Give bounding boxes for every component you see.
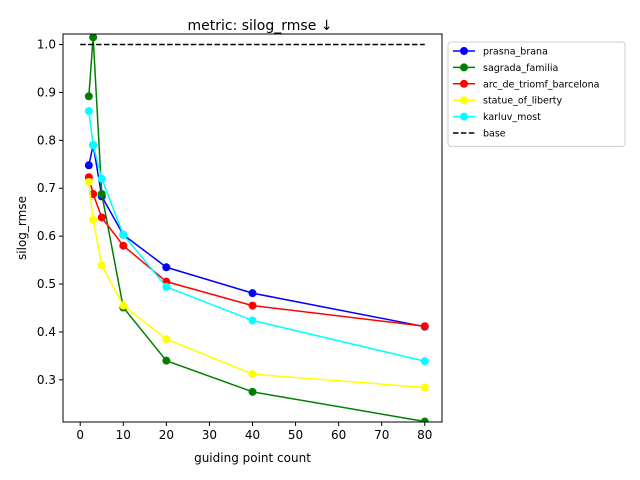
legend: prasna_brana sagrada_familia arc_de_triomf… — [447, 41, 626, 147]
data-point — [97, 261, 106, 270]
data-point — [248, 289, 257, 298]
data-point — [420, 417, 429, 422]
legend-item: sagrada_familia — [453, 63, 558, 74]
data-point — [89, 34, 98, 42]
data-point — [84, 161, 93, 170]
legend-marker — [460, 96, 468, 105]
legend-label: statue_of_liberty — [483, 96, 563, 107]
data-point — [119, 230, 128, 239]
data-point — [97, 213, 106, 222]
x-tick-label: 50 — [288, 428, 303, 442]
data-point — [119, 301, 128, 310]
y-tick-label: 0.3 — [37, 373, 56, 387]
data-point — [162, 356, 171, 365]
data-point — [97, 174, 106, 183]
legend-marker — [460, 63, 468, 72]
x-tick-label: 30 — [202, 428, 217, 442]
y-tick-label: 0.6 — [37, 229, 56, 243]
legend-item: base — [453, 129, 506, 140]
series-prasna_brana — [84, 141, 429, 331]
x-tick-label: 10 — [116, 428, 131, 442]
data-point — [119, 241, 128, 250]
y-tick-label: 0.5 — [37, 277, 56, 291]
data-point — [248, 370, 257, 379]
legend-label: karluv_most — [483, 112, 541, 123]
data-point — [248, 387, 257, 396]
x-tick-label: 80 — [417, 428, 432, 442]
y-axis-label: silog_rmse — [15, 196, 29, 260]
chart-title: metric: silog_rmse ↓ — [187, 18, 332, 34]
legend-item: arc_de_triomf_barcelona — [453, 79, 599, 90]
legend-item: prasna_brana — [453, 47, 548, 58]
legend-label: arc_de_triomf_barcelona — [483, 79, 599, 90]
legend-label: prasna_brana — [483, 47, 548, 58]
data-point — [84, 178, 93, 187]
data-point — [89, 141, 98, 150]
y-tick-label: 0.4 — [37, 325, 56, 339]
data-point — [162, 263, 171, 272]
y-tick-label: 0.9 — [37, 85, 56, 99]
x-tick-label: 20 — [159, 428, 174, 442]
legend-item: statue_of_liberty — [453, 96, 563, 107]
series-layer — [80, 34, 429, 422]
data-point — [248, 301, 257, 310]
legend-item: karluv_most — [453, 112, 541, 123]
series-karluv_most — [84, 107, 429, 366]
series-line — [88, 111, 425, 362]
y-axis: 0.3 0.4 0.5 0.6 0.7 0.8 0.9 1.0 — [37, 38, 63, 387]
data-point — [420, 383, 429, 392]
x-tick-label: 40 — [245, 428, 260, 442]
series-statue_of_liberty — [84, 178, 429, 392]
x-tick-label: 70 — [374, 428, 389, 442]
x-axis: 0 10 20 30 40 50 60 70 80 — [76, 422, 432, 442]
legend-marker — [460, 112, 468, 121]
series-line — [88, 181, 425, 389]
x-tick-label: 0 — [76, 428, 84, 442]
data-point — [162, 335, 171, 344]
x-tick-label: 60 — [331, 428, 346, 442]
data-point — [84, 107, 93, 116]
y-tick-label: 0.7 — [37, 181, 56, 195]
data-point — [162, 282, 171, 291]
x-axis-label: guiding point count — [194, 451, 311, 465]
series-line — [88, 144, 425, 328]
data-point — [89, 215, 98, 224]
series-sagrada_familia — [84, 34, 429, 422]
legend-label: base — [483, 129, 506, 140]
series-line — [88, 37, 425, 422]
legend-marker — [460, 79, 468, 88]
legend-label: sagrada_familia — [483, 63, 558, 74]
legend-marker — [460, 47, 468, 55]
data-point — [420, 357, 429, 366]
y-tick-label: 0.8 — [37, 133, 56, 147]
data-point — [420, 322, 429, 331]
legend-box — [447, 41, 626, 147]
data-point — [97, 189, 106, 198]
data-point — [84, 92, 93, 101]
data-point — [248, 316, 257, 325]
series-line — [88, 177, 425, 327]
y-tick-label: 1.0 — [37, 38, 56, 52]
